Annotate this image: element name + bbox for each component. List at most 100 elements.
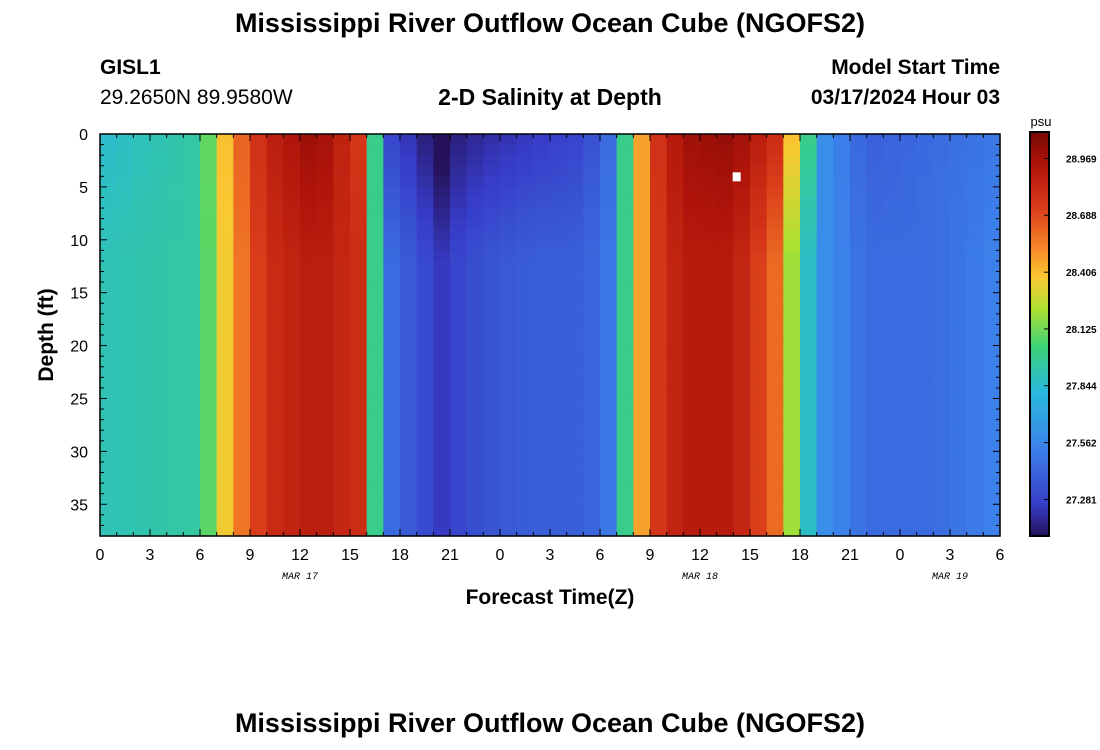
heatmap-cell <box>316 387 334 400</box>
heatmap-cell <box>300 377 318 389</box>
heatmap-cell <box>683 493 701 505</box>
heatmap-cell <box>850 165 868 177</box>
heatmap-cell <box>450 250 468 262</box>
heatmap-cell <box>900 282 918 294</box>
heatmap-cell <box>416 282 434 294</box>
heatmap-cell <box>883 430 901 442</box>
heatmap-cell <box>416 292 434 304</box>
heatmap-cell <box>483 176 501 188</box>
heatmap-cell <box>900 377 918 389</box>
heatmap-cell <box>216 260 234 273</box>
heatmap-cell <box>966 197 984 209</box>
heatmap-cell <box>416 356 434 368</box>
heatmap-cell <box>966 271 984 283</box>
heatmap-cell <box>466 303 484 315</box>
heatmap-cell <box>800 335 818 347</box>
heatmap-cell <box>800 472 818 484</box>
heatmap-cell <box>483 313 501 326</box>
heatmap-cell <box>616 155 634 167</box>
heatmap-cell <box>600 144 618 156</box>
heatmap-cell <box>900 208 918 220</box>
heatmap-cell <box>416 260 434 273</box>
heatmap-cell <box>216 345 234 357</box>
heatmap-cell <box>966 208 984 220</box>
heatmap-cell <box>783 155 801 167</box>
heatmap-cell <box>216 324 234 336</box>
heatmap-cell <box>966 282 984 294</box>
heatmap-cell <box>616 366 634 378</box>
heatmap-cell <box>466 292 484 304</box>
heatmap-cell <box>450 430 468 442</box>
heatmap-cell <box>616 324 634 336</box>
heatmap-cell <box>566 409 584 421</box>
heatmap-cell <box>816 514 834 527</box>
heatmap-cell <box>766 313 784 326</box>
heatmap-cell <box>266 366 284 378</box>
heatmap-cell <box>883 282 901 294</box>
heatmap-cell <box>233 271 251 283</box>
heatmap-cell <box>533 239 551 251</box>
heatmap-cell <box>883 155 901 167</box>
heatmap-cell <box>800 239 818 251</box>
heatmap-cell <box>700 239 718 251</box>
heatmap-cell <box>966 144 984 156</box>
heatmap-cell <box>616 134 634 146</box>
heatmap-cell <box>250 239 268 251</box>
heatmap-cell <box>766 514 784 527</box>
heatmap-cell <box>950 324 968 336</box>
heatmap-cell <box>633 282 651 294</box>
heatmap-cell <box>983 239 1001 251</box>
heatmap-cell <box>516 409 534 421</box>
heatmap-cell <box>783 525 801 537</box>
heatmap-cell <box>166 197 184 209</box>
heatmap-cell <box>783 271 801 283</box>
colorbar-segment <box>1030 323 1049 328</box>
heatmap-cell <box>516 345 534 357</box>
heatmap-cell <box>166 324 184 336</box>
heatmap-cell <box>566 398 584 410</box>
heatmap-cell <box>716 483 734 495</box>
heatmap-cell <box>316 398 334 410</box>
heatmap-cell <box>783 440 801 452</box>
heatmap-cell <box>833 176 851 188</box>
heatmap-cell <box>183 260 201 273</box>
heatmap-cell <box>983 229 1001 241</box>
heatmap-cell <box>383 271 401 283</box>
heatmap-cell <box>633 186 651 199</box>
heatmap-cell <box>316 239 334 251</box>
heatmap-cell <box>700 292 718 304</box>
heatmap-cell <box>466 525 484 537</box>
heatmap-cell <box>600 239 618 251</box>
heatmap-cell <box>750 493 768 505</box>
heatmap-cell <box>716 345 734 357</box>
heatmap-cell <box>550 208 568 220</box>
heatmap-cell <box>850 335 868 347</box>
heatmap-cell <box>933 356 951 368</box>
colorbar-segment <box>1030 259 1049 264</box>
heatmap-cell <box>900 324 918 336</box>
heatmap-cell <box>366 176 384 188</box>
heatmap-cell <box>666 292 684 304</box>
heatmap-cell <box>766 472 784 484</box>
heatmap-cell <box>466 356 484 368</box>
heatmap-cell <box>300 229 318 241</box>
heatmap-cell <box>283 155 301 167</box>
x-tick-label: 18 <box>791 547 809 564</box>
heatmap-cell <box>850 186 868 199</box>
heatmap-cell <box>916 303 934 315</box>
heatmap-cell <box>150 366 168 378</box>
heatmap-cell <box>766 239 784 251</box>
heatmap-cell <box>916 271 934 283</box>
heatmap-cell <box>283 134 301 146</box>
heatmap-cell <box>400 218 418 230</box>
heatmap-cell <box>533 313 551 326</box>
colorbar-segment <box>1030 404 1049 409</box>
heatmap-cell <box>816 165 834 177</box>
heatmap-cell <box>166 155 184 167</box>
heatmap-cell <box>466 451 484 463</box>
heatmap-cell <box>916 250 934 262</box>
colorbar-segment <box>1030 283 1049 288</box>
heatmap-cell <box>600 525 618 537</box>
heatmap-cell <box>233 208 251 220</box>
heatmap-cell <box>450 260 468 273</box>
